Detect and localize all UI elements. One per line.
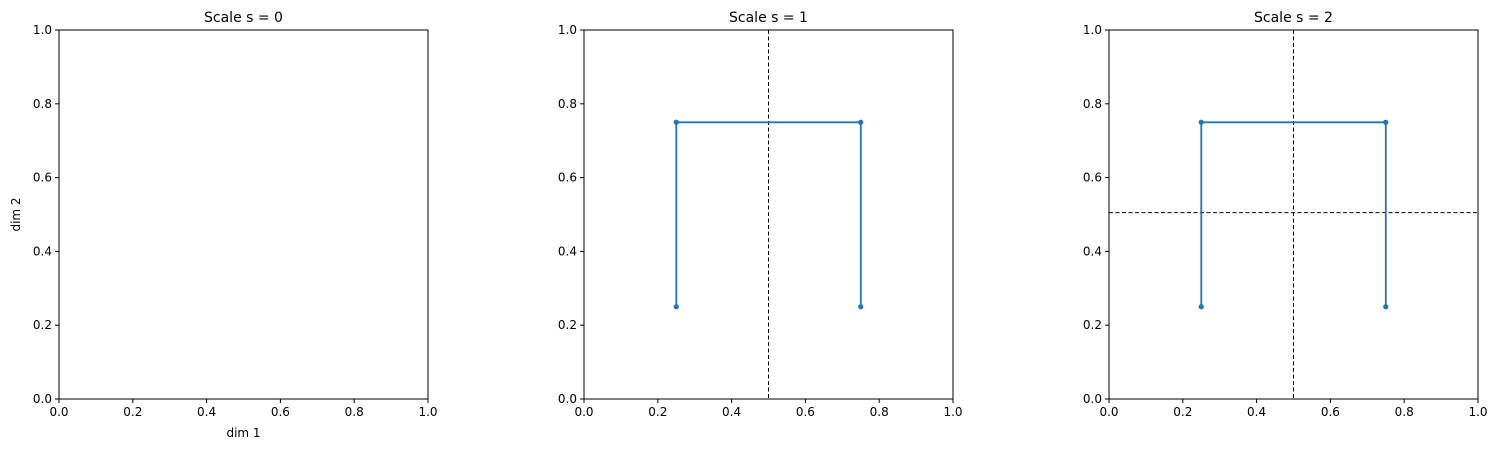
y-tick-label: 1.0	[558, 23, 577, 37]
data-point-1	[673, 304, 679, 310]
x-tick-label: 0.2	[1173, 405, 1192, 419]
y-tick-label: 1.0	[1083, 23, 1102, 37]
chart-title: Scale s = 1	[729, 10, 808, 26]
y-tick-label: 0.4	[33, 244, 52, 258]
x-tick-label: 0.0	[49, 405, 68, 419]
x-tick-label: 0.4	[197, 405, 216, 419]
y-tick-label: 0.8	[558, 97, 577, 111]
y-tick-label: 0.6	[558, 171, 577, 185]
y-tick-label: 0.2	[33, 318, 52, 332]
x-tick-label: 0.6	[796, 405, 815, 419]
x-tick-label: 0.2	[648, 405, 667, 419]
x-tick-label: 1.0	[418, 405, 437, 419]
data-point-2	[1198, 119, 1204, 125]
x-tick-label: 0.8	[345, 405, 364, 419]
x-tick-label: 0.0	[574, 405, 593, 419]
y-axis-label: dim 2	[9, 197, 23, 231]
x-tick-label: 0.2	[123, 405, 142, 419]
x-tick-label: 0.6	[271, 405, 290, 419]
x-tick-label: 1.0	[1468, 405, 1487, 419]
series-line	[1200, 121, 1387, 307]
y-tick-label: 0.2	[1083, 318, 1102, 332]
x-tick-label: 0.4	[722, 405, 741, 419]
x-tick-label: 0.0	[1099, 405, 1118, 419]
x-tick-label: 0.8	[1395, 405, 1414, 419]
y-tick-label: 1.0	[33, 23, 52, 37]
axes-frame	[1108, 29, 1479, 400]
series-line	[675, 121, 862, 307]
axes-frame	[58, 29, 429, 400]
y-tick-label: 0.0	[1083, 392, 1102, 406]
y-tick-label: 0.8	[1083, 97, 1102, 111]
y-tick-label: 0.0	[33, 392, 52, 406]
x-tick-label: 0.6	[1321, 405, 1340, 419]
chart-panel-2: Scale s = 1 0.0 0.2 0.4 0.6 0.8 1.0 0.0 0.2 0.4 0.…	[558, 10, 963, 419]
x-tick-label: 0.8	[870, 405, 889, 419]
y-tick-label: 0.6	[33, 171, 52, 185]
chart-title: Scale s = 2	[1254, 10, 1333, 26]
y-tick-label: 0.6	[1083, 171, 1102, 185]
axes-frame	[583, 29, 954, 400]
y-tick-label: 0.4	[1083, 244, 1102, 258]
chart-title: Scale s = 0	[204, 10, 283, 26]
x-tick-label: 0.4	[1247, 405, 1266, 419]
chart-panel-1: Scale s = 0 0.0 0.2 0.4 0.6 0.8 1.0 0.0 0.2 0.4 0.…	[9, 10, 438, 440]
data-point-1	[1198, 304, 1204, 310]
data-point-3	[1383, 119, 1389, 125]
x-axis-label: dim 1	[226, 426, 260, 440]
data-point-2	[673, 119, 679, 125]
data-point-4	[1383, 304, 1389, 310]
y-tick-label: 0.4	[558, 244, 577, 258]
data-point-4	[858, 304, 864, 310]
y-tick-label: 0.0	[558, 392, 577, 406]
data-point-3	[858, 119, 864, 125]
chart-panel-3: Scale s = 2 0.0 0.2 0.4 0.6 0.8 1.0 0.0 0.2 0.4 0.…	[1083, 10, 1488, 419]
y-tick-label: 0.2	[558, 318, 577, 332]
y-tick-label: 0.8	[33, 97, 52, 111]
x-tick-label: 1.0	[943, 405, 962, 419]
